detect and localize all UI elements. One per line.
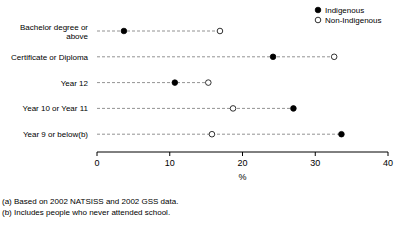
tick — [242, 152, 243, 156]
category-label: Bachelor degree orabove — [20, 23, 89, 41]
footnote: (a) Based on 2002 NATSISS and 2002 GSS d… — [2, 197, 178, 206]
leader-line — [97, 108, 293, 109]
category-label-line: Bachelor degree or — [20, 23, 88, 32]
footnote: (b) Includes people who never attended s… — [2, 208, 170, 217]
category-label: Year 12 — [61, 79, 89, 88]
tick-label: 0 — [94, 158, 99, 168]
legend-marker — [315, 17, 321, 23]
leader-line — [97, 134, 341, 135]
tick — [169, 152, 170, 156]
category-label: Year 9 or below(b) — [23, 130, 88, 139]
chart: 0 10 20 30 40% Bachelor degree orabove Certifi… — [0, 0, 397, 227]
dot — [230, 106, 236, 112]
tick-label: 40 — [383, 158, 393, 168]
plot-marks — [97, 28, 344, 137]
dot — [331, 54, 337, 60]
legend-label: Indigenous — [325, 6, 364, 15]
legend-label: Non-Indigenous — [325, 16, 381, 25]
x-label: % — [238, 172, 246, 182]
dot — [291, 106, 297, 112]
tick-label: 20 — [237, 158, 247, 168]
category-label: Certificate or Diploma — [11, 53, 88, 62]
leader-line — [97, 82, 208, 83]
tick-label: 30 — [310, 158, 320, 168]
tick-label: 10 — [165, 158, 175, 168]
dot — [217, 28, 223, 34]
dot — [339, 131, 345, 137]
legend-marker — [315, 7, 321, 13]
dot — [206, 80, 212, 86]
tick — [388, 152, 389, 156]
tick — [315, 152, 316, 156]
category-label: Year 10 or Year 11 — [23, 104, 89, 113]
leader-line — [97, 56, 334, 57]
leader-line — [97, 31, 220, 32]
dot — [172, 80, 178, 86]
tick — [97, 152, 98, 156]
dot — [121, 28, 127, 34]
category-label-line: above — [66, 32, 88, 41]
dot — [209, 131, 215, 137]
dot — [270, 54, 276, 60]
